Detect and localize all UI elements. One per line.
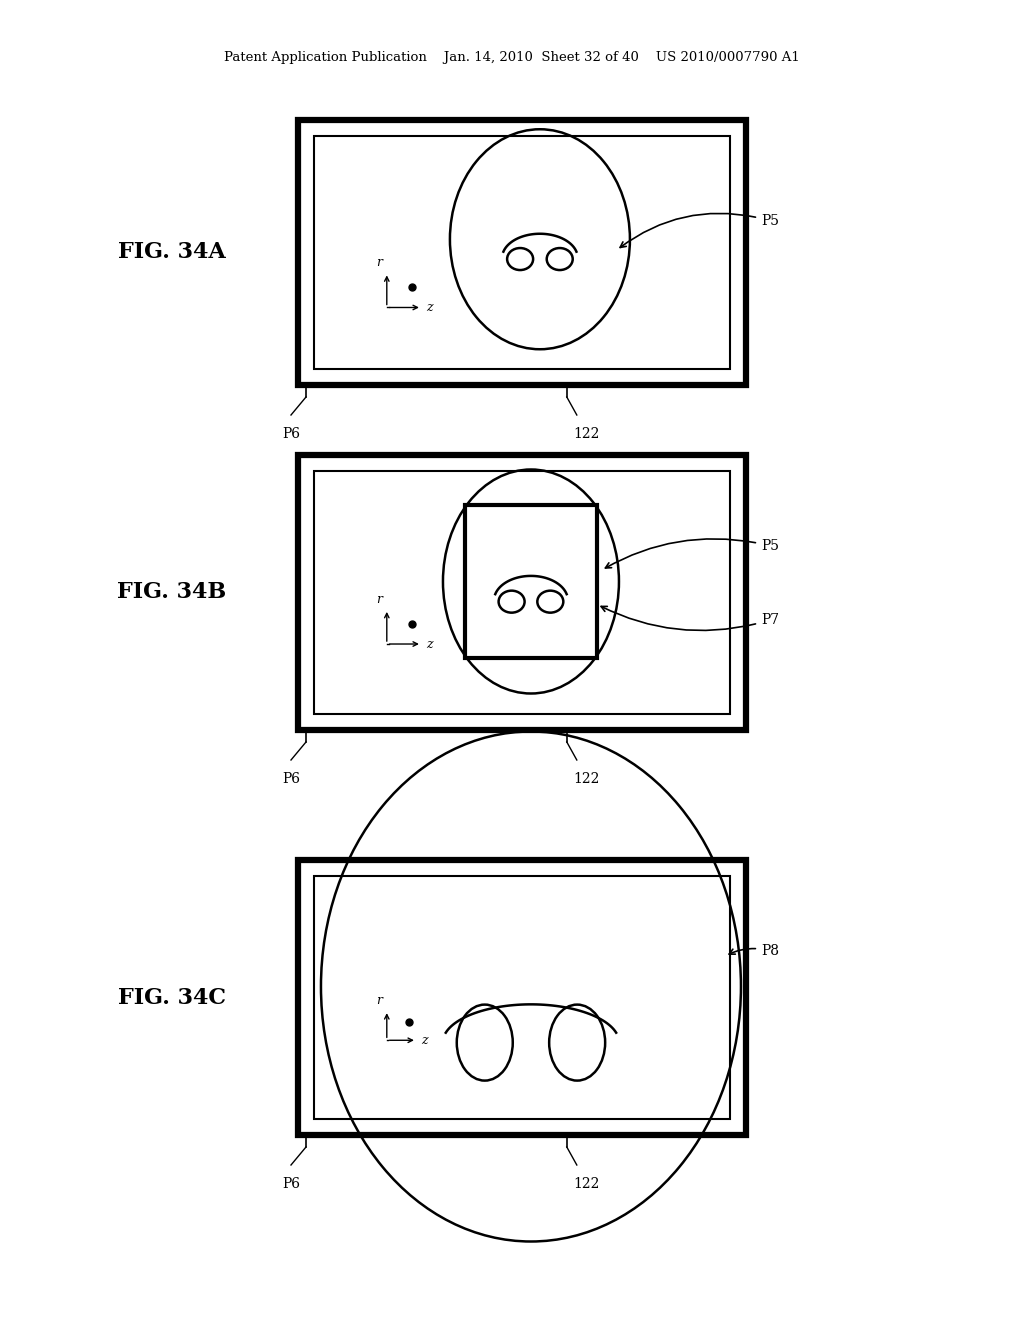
Text: Patent Application Publication    Jan. 14, 2010  Sheet 32 of 40    US 2010/00077: Patent Application Publication Jan. 14, …: [224, 51, 800, 65]
Bar: [298, 455, 746, 730]
Text: P5: P5: [605, 539, 779, 568]
Text: P6: P6: [282, 1177, 300, 1191]
Text: 122: 122: [573, 772, 600, 785]
Bar: [298, 120, 746, 385]
Text: r: r: [376, 994, 382, 1007]
Bar: [314, 471, 730, 714]
Text: P8: P8: [729, 944, 779, 958]
Text: FIG. 34A: FIG. 34A: [118, 242, 226, 264]
Text: P6: P6: [282, 772, 300, 785]
Text: P7: P7: [601, 606, 779, 631]
Text: r: r: [376, 593, 382, 606]
Text: 122: 122: [573, 1177, 600, 1191]
Bar: [314, 876, 730, 1119]
Text: z: z: [426, 638, 432, 651]
Text: P5: P5: [621, 214, 779, 247]
Text: P6: P6: [282, 426, 300, 441]
Bar: [314, 136, 730, 370]
Text: FIG. 34C: FIG. 34C: [118, 986, 226, 1008]
Text: 122: 122: [573, 426, 600, 441]
Bar: [298, 861, 746, 1135]
Text: z: z: [426, 301, 432, 314]
Text: FIG. 34B: FIG. 34B: [118, 582, 226, 603]
Text: r: r: [376, 256, 382, 269]
Bar: [465, 506, 597, 657]
Text: z: z: [421, 1034, 427, 1047]
